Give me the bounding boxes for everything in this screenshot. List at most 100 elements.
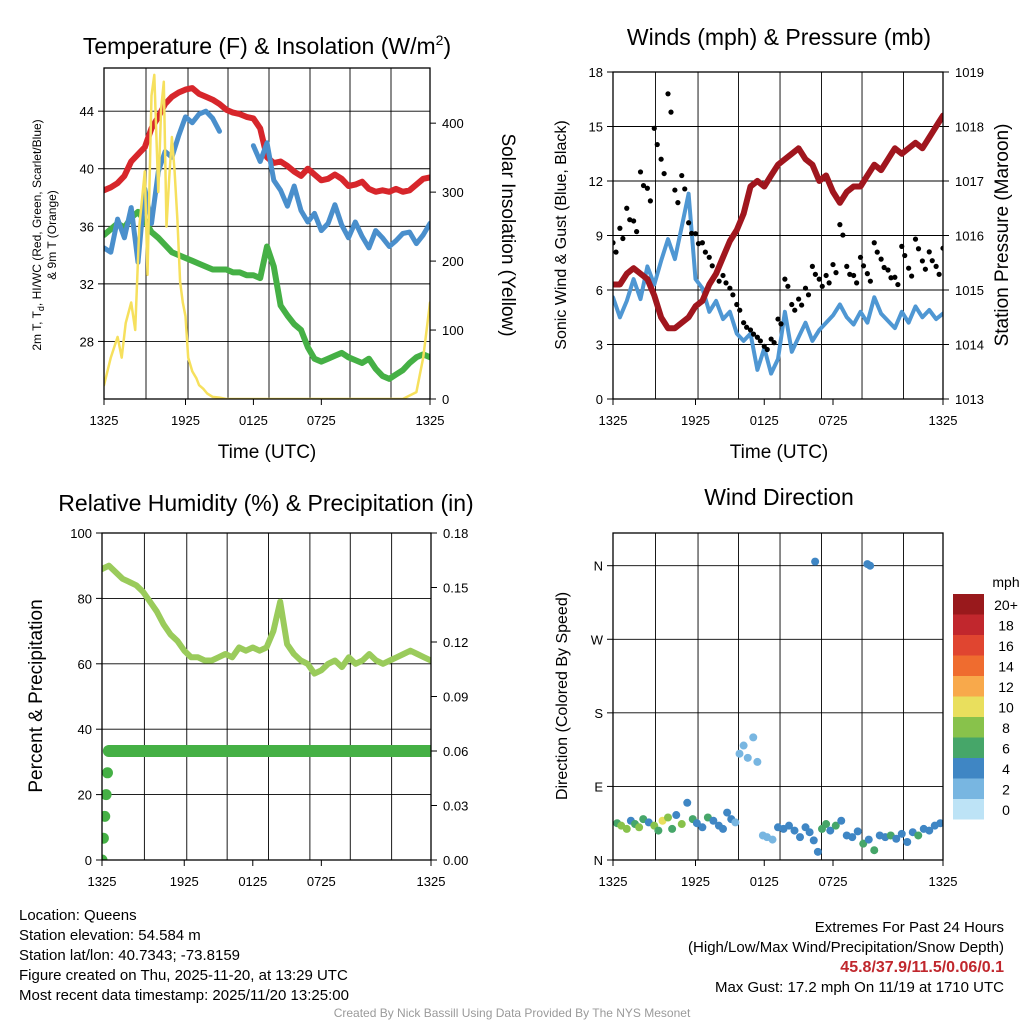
extremes-subtitle: (High/Low/Max Wind/Precipitation/Snow De…: [688, 939, 1004, 956]
gust-point: [816, 276, 822, 282]
temperature-y2tick-label: 0: [442, 392, 449, 407]
gust-point: [706, 254, 712, 260]
direction-point: [914, 831, 923, 840]
created-line: Figure created on Thu, 2025-11-20, at 13…: [19, 967, 348, 984]
gust-point: [929, 258, 935, 264]
direction-ytick-label: E: [594, 779, 603, 794]
colorbar-label: 10: [998, 700, 1014, 716]
temperature-xtick-label: 1325: [90, 413, 119, 428]
winds-ylabel: Sonic Wind & Gust (Blue, Black): [553, 120, 570, 349]
gust-point: [654, 141, 660, 148]
winds-ytick-label: 15: [589, 120, 603, 135]
direction-point: [870, 846, 879, 855]
precipitation-point: [102, 810, 111, 822]
solar-insolation-line: [104, 73, 430, 399]
winds-xtick-label: 1925: [681, 413, 710, 428]
dew-point-line: [104, 208, 430, 382]
direction-ytick-label: S: [594, 706, 603, 721]
direction-title: Wind Direction: [704, 484, 854, 510]
precipitation-point: [102, 789, 112, 801]
temperature-title-close: ): [443, 33, 451, 59]
sonic-wind-line: [613, 191, 943, 376]
winds-title: Winds (mph) & Pressure (mb): [627, 24, 931, 50]
gust-point: [885, 267, 891, 273]
direction-point: [698, 823, 707, 832]
hi-wc-line: [104, 108, 430, 265]
winds-xtick-label: 0725: [819, 413, 848, 428]
extremes-info: Extremes For Past 24 Hours (High/Low/Max…: [688, 918, 1004, 998]
gust-point: [686, 220, 692, 226]
temperature-xlabel: Time (UTC): [218, 442, 317, 463]
humidity-y2tick-label: 0.12: [443, 635, 468, 650]
direction-point: [735, 749, 744, 758]
gust-point: [830, 261, 836, 268]
gust-point: [754, 334, 760, 340]
gust-point: [812, 271, 818, 277]
humidity-ytick-label: 60: [78, 657, 92, 672]
gust-point: [692, 231, 699, 237]
winds-y2tick-label: 1017: [955, 174, 984, 189]
gust-point: [789, 301, 795, 308]
humidity-ytick-label: 100: [70, 526, 92, 541]
temperature-y2tick-label: 300: [442, 185, 464, 200]
temperature-xtick-label: 1925: [171, 413, 200, 428]
gust-point: [682, 186, 688, 192]
direction-panel: Wind Direction N E S W N 1325 1925 0125 0725 1325…: [554, 484, 1020, 889]
direction-point: [635, 823, 644, 832]
direction-xtick-label: 1325: [599, 874, 628, 889]
winds-y2label: Station Pressure (Maroon): [992, 124, 1013, 347]
gust-point: [881, 264, 887, 271]
colorbar-swatch: [953, 696, 984, 717]
gust-point: [782, 276, 788, 282]
gust-point: [871, 240, 877, 246]
gust-point: [778, 321, 784, 327]
gust-point: [915, 246, 922, 252]
temperature-ylabel-sub: d: [36, 306, 46, 311]
gust-point: [689, 230, 695, 236]
recent-line: Most recent data timestamp: 2025/11/20 1…: [19, 987, 349, 1004]
direction-point: [790, 826, 799, 835]
gust-point: [854, 280, 860, 286]
temperature-xtick-label: 1325: [416, 413, 445, 428]
direction-point: [683, 798, 692, 807]
gust-point: [899, 243, 905, 249]
gust-point: [799, 302, 805, 308]
temperature-y2tick-label: 400: [442, 116, 464, 131]
gust-point: [695, 241, 702, 247]
gust-point: [888, 275, 894, 281]
direction-point: [859, 839, 868, 848]
direction-point: [753, 757, 762, 766]
colorbar-label: 8: [1002, 720, 1010, 736]
direction-point: [831, 821, 840, 830]
colorbar-label: 12: [998, 679, 1014, 695]
temperature-plot-area: 28 32 36 40 44 0 100 200 300 400 1325 1925 0125 0725 1…: [80, 67, 464, 428]
gust-point: [644, 185, 650, 191]
direction-point: [897, 829, 906, 838]
temperature-frame: [103, 67, 431, 400]
winds-y2tick-label: 1018: [955, 120, 984, 135]
temperature-xtick-label: 0125: [239, 413, 268, 428]
gust-point: [819, 283, 825, 289]
gust-point: [792, 307, 798, 313]
gust-point: [709, 263, 715, 269]
temperature-series-group: [104, 73, 430, 399]
gust-point: [919, 258, 925, 264]
gust-point: [757, 338, 763, 344]
winds-xtick-label: 1325: [599, 413, 628, 428]
precipitation-point: [102, 767, 113, 779]
direction-point: [866, 561, 875, 570]
colorbar-label: 14: [998, 659, 1014, 675]
gust-point: [926, 249, 932, 255]
winds-xtick-label: 1325: [929, 413, 958, 428]
gust-point: [867, 278, 873, 284]
direction-point: [826, 826, 835, 835]
winds-y2tick-label: 1016: [955, 229, 984, 244]
direction-point: [903, 838, 912, 847]
gust-point: [658, 156, 664, 162]
gust-point: [785, 283, 791, 289]
humidity-xtick-label: 1325: [88, 874, 117, 889]
gust-point: [826, 280, 832, 286]
gust-point: [620, 235, 626, 242]
direction-frame: [612, 532, 944, 861]
